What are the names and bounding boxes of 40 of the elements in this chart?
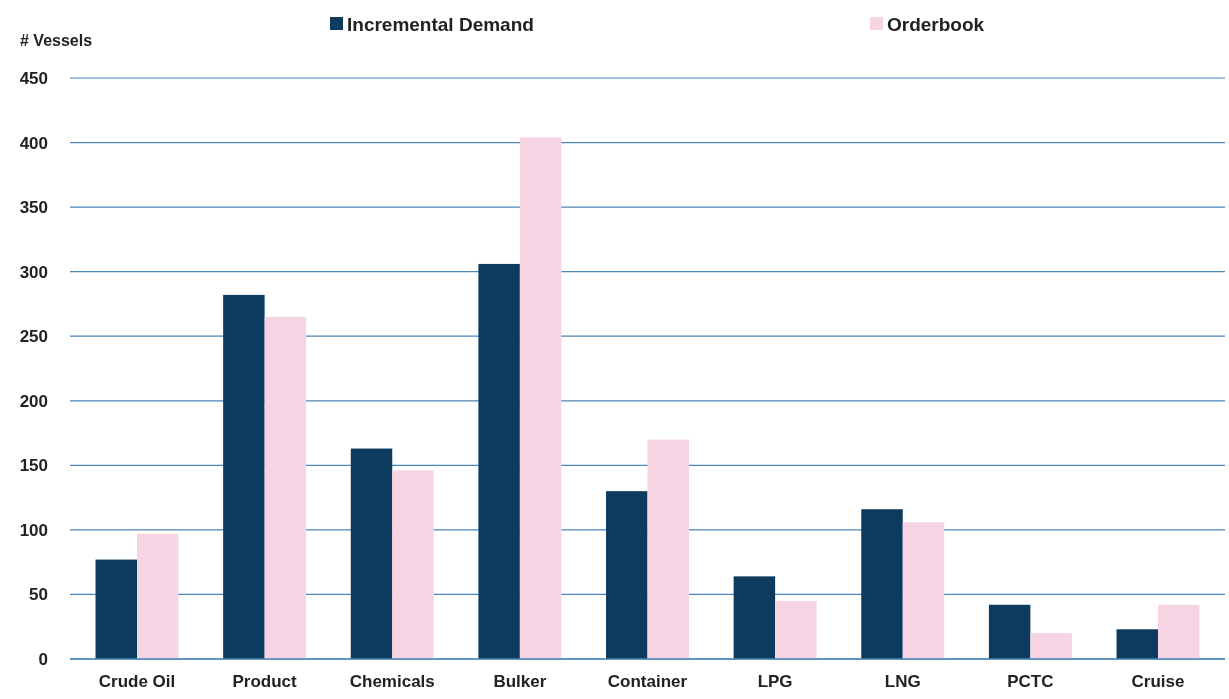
- bar: [478, 263, 520, 659]
- x-tick-label: Product: [232, 672, 298, 691]
- legend-label: Orderbook: [887, 13, 985, 35]
- bar: [519, 137, 562, 659]
- bar: [264, 316, 307, 659]
- bar: [137, 533, 179, 659]
- y-tick-label: 350: [19, 198, 48, 218]
- x-tick-label: LPG: [757, 672, 793, 691]
- bar: [1116, 629, 1158, 659]
- y-tick-label: 300: [19, 262, 48, 282]
- y-tick-label: 200: [19, 391, 48, 411]
- y-axis-title: # Vessels: [20, 32, 93, 49]
- bar: [861, 509, 903, 659]
- bar: [1030, 633, 1072, 659]
- bar: [988, 604, 1031, 659]
- y-tick-label: 150: [19, 456, 48, 476]
- bar: [350, 448, 393, 659]
- y-tick-label: 100: [19, 520, 48, 540]
- bar: [775, 600, 817, 659]
- bar: [223, 294, 265, 659]
- x-tick-label: Crude Oil: [98, 672, 176, 691]
- bar: [1158, 604, 1200, 659]
- y-tick-label: 250: [19, 327, 48, 347]
- x-tick-label: Cruise: [1131, 672, 1185, 691]
- bar: [606, 491, 648, 659]
- y-tick-label: 0: [38, 649, 48, 669]
- bar: [733, 576, 776, 659]
- bar: [902, 522, 945, 659]
- bar: [647, 439, 689, 659]
- bar: [95, 559, 137, 659]
- x-tick-label: Bulker: [493, 672, 547, 691]
- x-tick-label: Chemicals: [349, 672, 435, 691]
- x-tick-label: LNG: [884, 672, 921, 691]
- bar: [392, 470, 434, 659]
- x-tick-label: Container: [607, 672, 688, 691]
- legend-label: Incremental Demand: [347, 13, 534, 35]
- y-tick-label: 450: [19, 68, 48, 88]
- y-tick-label: 50: [29, 585, 48, 605]
- y-tick-label: 400: [19, 133, 48, 153]
- x-tick-label: PCTC: [1007, 672, 1054, 691]
